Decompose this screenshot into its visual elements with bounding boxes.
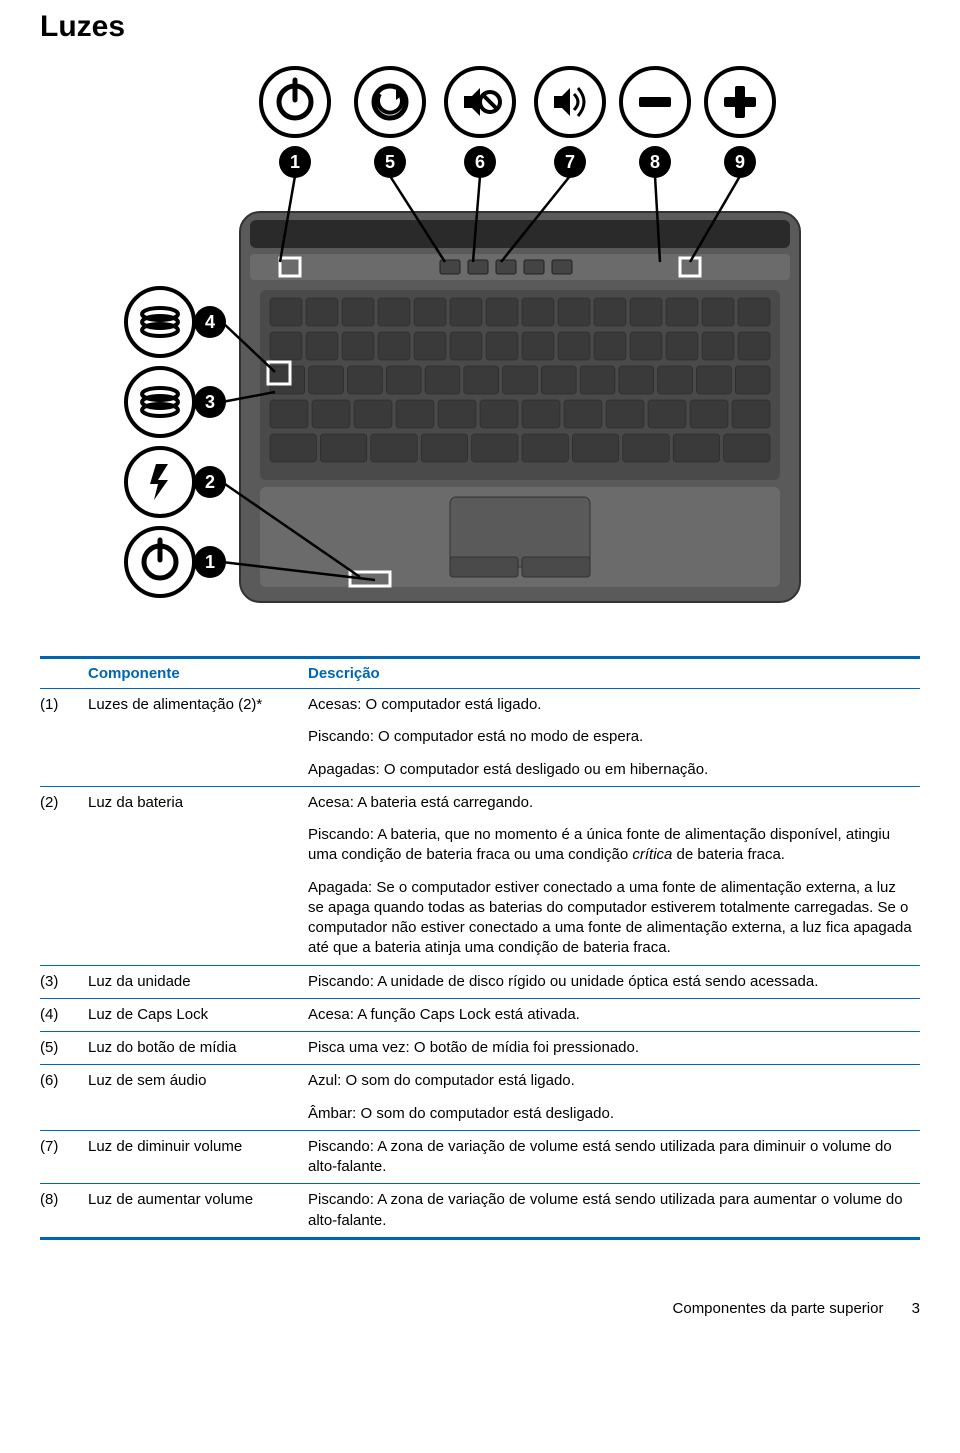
- laptop-diagram: 1 5 6 7 8 9 4 3 2 1: [110, 62, 850, 626]
- component-name: Luz da unidade: [88, 965, 308, 998]
- component-name: Luz de diminuir volume: [88, 1130, 308, 1184]
- table-row: (2)Luz da bateriaAcesa: A bateria está c…: [40, 786, 920, 965]
- footer-page-number: 3: [912, 1300, 920, 1317]
- row-number: (4): [40, 998, 88, 1031]
- table-row: (7)Luz de diminuir volumePiscando: A zon…: [40, 1130, 920, 1184]
- svg-text:3: 3: [205, 392, 215, 412]
- table-row: (6)Luz de sem áudioAzul: O som do comput…: [40, 1065, 920, 1131]
- row-number: (8): [40, 1184, 88, 1239]
- svg-text:2: 2: [205, 472, 215, 492]
- table-row: (4)Luz de Caps LockAcesa: A função Caps …: [40, 998, 920, 1031]
- component-description: Acesa: A bateria está carregando.Piscand…: [308, 786, 920, 965]
- table-row: (3)Luz da unidadePiscando: A unidade de …: [40, 965, 920, 998]
- component-description: Piscando: A unidade de disco rígido ou u…: [308, 965, 920, 998]
- header-component: Componente: [88, 658, 308, 689]
- svg-text:8: 8: [650, 152, 660, 172]
- table-row: (8)Luz de aumentar volumePiscando: A zon…: [40, 1184, 920, 1239]
- header-description: Descrição: [308, 658, 920, 689]
- page-title: Luzes: [40, 10, 920, 44]
- component-description: Azul: O som do computador está ligado.Âm…: [308, 1065, 920, 1131]
- table-row: (5)Luz do botão de mídiaPisca uma vez: O…: [40, 1032, 920, 1065]
- row-number: (3): [40, 965, 88, 998]
- component-name: Luz de Caps Lock: [88, 998, 308, 1031]
- svg-text:1: 1: [205, 552, 215, 572]
- components-table: Componente Descrição (1)Luzes de aliment…: [40, 656, 920, 1240]
- component-description: Acesas: O computador está ligado.Piscand…: [308, 689, 920, 787]
- component-name: Luzes de alimentação (2)*: [88, 689, 308, 787]
- page-footer: Componentes da parte superior 3: [40, 1300, 920, 1317]
- row-number: (7): [40, 1130, 88, 1184]
- svg-text:9: 9: [735, 152, 745, 172]
- component-name: Luz de sem áudio: [88, 1065, 308, 1131]
- row-number: (2): [40, 786, 88, 965]
- component-name: Luz do botão de mídia: [88, 1032, 308, 1065]
- component-description: Piscando: A zona de variação de volume e…: [308, 1130, 920, 1184]
- svg-text:4: 4: [205, 312, 215, 332]
- svg-text:7: 7: [565, 152, 575, 172]
- component-name: Luz da bateria: [88, 786, 308, 965]
- table-row: (1)Luzes de alimentação (2)*Acesas: O co…: [40, 689, 920, 787]
- component-name: Luz de aumentar volume: [88, 1184, 308, 1239]
- component-description: Pisca uma vez: O botão de mídia foi pres…: [308, 1032, 920, 1065]
- component-description: Piscando: A zona de variação de volume e…: [308, 1184, 920, 1239]
- svg-text:1: 1: [290, 152, 300, 172]
- component-description: Acesa: A função Caps Lock está ativada.: [308, 998, 920, 1031]
- svg-text:5: 5: [385, 152, 395, 172]
- row-number: (6): [40, 1065, 88, 1131]
- row-number: (1): [40, 689, 88, 787]
- svg-text:6: 6: [475, 152, 485, 172]
- footer-section: Componentes da parte superior: [673, 1300, 884, 1317]
- row-number: (5): [40, 1032, 88, 1065]
